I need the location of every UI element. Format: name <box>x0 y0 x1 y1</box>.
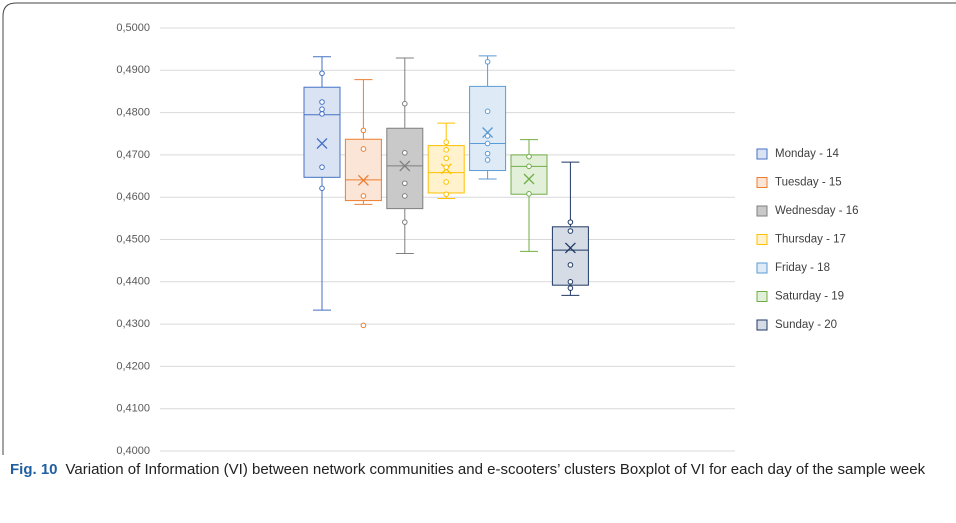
data-point <box>319 99 325 105</box>
box <box>510 154 548 195</box>
data-point <box>319 185 325 192</box>
mean-marker <box>316 138 328 149</box>
legend: Friday - 18 <box>775 262 830 274</box>
data-point <box>402 219 408 225</box>
box <box>551 226 589 286</box>
data-point <box>484 157 491 163</box>
data-point <box>319 70 325 77</box>
data-point <box>360 193 367 199</box>
data-point <box>443 147 450 153</box>
data-point <box>319 164 325 170</box>
data-point <box>402 100 408 107</box>
mean-marker <box>357 174 369 186</box>
data-point <box>567 262 574 268</box>
mean-marker <box>399 160 411 172</box>
legend-swatch <box>756 291 768 302</box>
y-tick-label: 0,4100 <box>116 403 150 415</box>
legend-swatch <box>756 319 768 331</box>
legend-swatch <box>756 177 768 188</box>
y-tick-label: 0,4900 <box>116 64 150 76</box>
data-point <box>319 106 325 113</box>
legend: Wednesday - 16 <box>775 205 859 217</box>
data-point <box>567 219 574 225</box>
data-point <box>526 153 532 160</box>
box <box>303 86 341 178</box>
data-point <box>526 191 532 197</box>
y-tick-label: 0,4800 <box>116 107 150 119</box>
caption: Fig. 10 Variation of Information (VI) bet… <box>10 458 945 482</box>
legend-swatch <box>756 234 768 245</box>
y-tick-label: 0,4600 <box>116 191 150 203</box>
data-point <box>567 279 574 285</box>
y-tick-label: 0,4500 <box>116 233 150 245</box>
data-point <box>319 111 325 117</box>
legend: Saturday - 19 <box>775 291 844 303</box>
data-point <box>443 155 450 162</box>
caption-text: Variation of Information (VI) between ne… <box>65 461 926 478</box>
frame <box>2 2 956 455</box>
y-tick-label: 0,4300 <box>116 318 150 330</box>
data-point <box>484 59 491 65</box>
data-point <box>443 139 450 146</box>
data-point <box>360 127 367 134</box>
mean-marker <box>482 127 494 138</box>
y-tick-label: 0,4400 <box>116 276 150 288</box>
data-point <box>402 180 408 187</box>
data-point <box>360 146 367 152</box>
legend: Sunday - 20 <box>775 319 837 331</box>
data-point <box>567 285 574 291</box>
data-point <box>484 133 491 139</box>
y-tick-label: 0,4000 <box>116 445 150 457</box>
y-tick-label: 0,4200 <box>116 360 150 372</box>
data-point <box>526 163 532 170</box>
data-point <box>402 193 408 199</box>
data-point <box>443 179 450 185</box>
data-point <box>402 149 408 156</box>
legend: Monday - 14 <box>775 148 840 160</box>
box <box>469 85 507 172</box>
y-tick-label: 0,4700 <box>116 149 150 161</box>
legend: Thursday - 17 <box>775 234 846 246</box>
data-point <box>484 150 491 157</box>
data-point <box>484 140 491 147</box>
data-point <box>443 164 450 170</box>
legend-swatch <box>756 205 768 217</box>
data-point <box>360 322 367 329</box>
data-point <box>484 108 491 115</box>
legend-swatch <box>756 262 768 274</box>
data-point <box>567 228 574 234</box>
legend: Tuesday - 15 <box>775 177 842 189</box>
legend-swatch <box>756 148 768 160</box>
mean-marker <box>564 242 576 254</box>
caption-label: Fig. 10 <box>10 461 58 478</box>
data-point <box>443 191 450 198</box>
mean-marker <box>523 173 535 185</box>
y-tick-label: 0,5000 <box>116 22 150 34</box>
